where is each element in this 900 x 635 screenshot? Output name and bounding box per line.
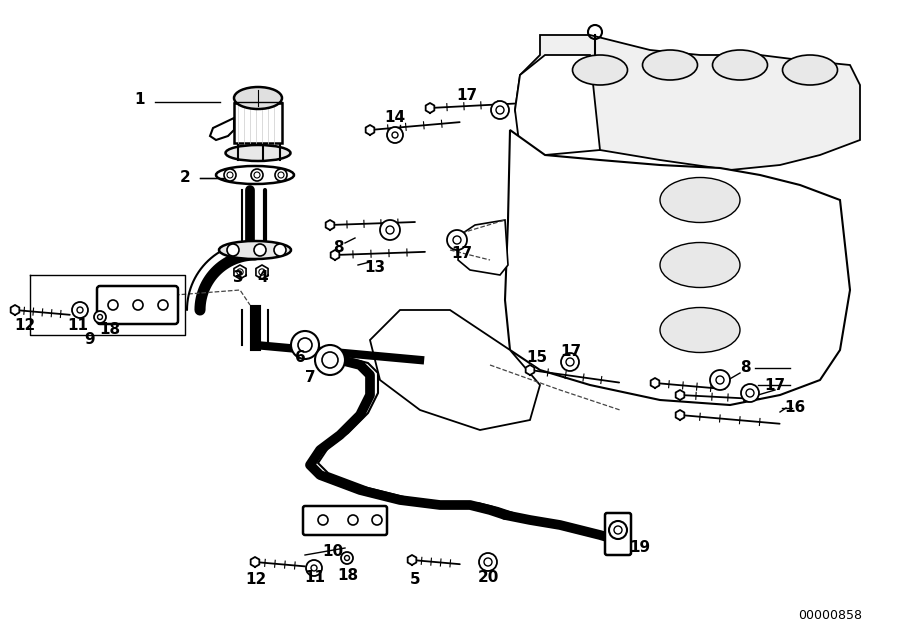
Circle shape [133,300,143,310]
Circle shape [94,311,106,323]
Text: 16: 16 [785,401,806,415]
Text: 7: 7 [305,370,315,385]
Polygon shape [330,250,339,260]
Text: 9: 9 [85,333,95,347]
Polygon shape [365,125,374,135]
Polygon shape [505,130,850,405]
Polygon shape [515,55,600,155]
Circle shape [108,300,118,310]
Polygon shape [515,35,860,170]
FancyBboxPatch shape [605,513,631,555]
Circle shape [609,521,627,539]
Ellipse shape [782,55,838,85]
Circle shape [251,169,263,181]
Polygon shape [676,390,684,400]
FancyBboxPatch shape [97,286,178,324]
Circle shape [274,244,286,256]
Text: 13: 13 [364,260,385,276]
Text: 12: 12 [14,318,36,333]
Text: 00000858: 00000858 [798,609,862,622]
Text: 4: 4 [257,271,268,286]
Ellipse shape [660,307,740,352]
Circle shape [291,331,319,359]
Polygon shape [256,265,268,279]
Text: 18: 18 [99,323,121,337]
Text: 11: 11 [68,318,88,333]
Polygon shape [210,118,234,140]
Circle shape [224,169,236,181]
Text: 3: 3 [233,271,243,286]
Circle shape [275,169,287,181]
Text: 12: 12 [246,573,266,587]
Text: 11: 11 [304,570,326,585]
Circle shape [254,244,266,256]
Circle shape [158,300,168,310]
Text: 17: 17 [764,377,786,392]
Text: 1: 1 [135,93,145,107]
Ellipse shape [713,50,768,80]
Circle shape [348,515,358,525]
Ellipse shape [234,87,282,109]
Polygon shape [408,555,417,565]
Polygon shape [326,220,334,230]
Circle shape [447,230,467,250]
Circle shape [315,345,345,375]
Polygon shape [426,103,435,113]
Ellipse shape [660,178,740,222]
Ellipse shape [216,166,294,184]
Circle shape [491,101,509,119]
Polygon shape [11,305,19,315]
Text: 15: 15 [526,351,547,366]
Bar [234,103,282,143]
Polygon shape [651,378,660,388]
Circle shape [479,553,497,571]
Polygon shape [251,557,259,567]
Ellipse shape [226,145,291,161]
Circle shape [741,384,759,402]
Polygon shape [526,365,535,375]
Text: 14: 14 [384,110,406,126]
Text: 2: 2 [180,171,191,185]
Ellipse shape [219,241,291,259]
Circle shape [227,244,239,256]
Circle shape [561,353,579,371]
Circle shape [318,515,328,525]
Polygon shape [370,310,540,430]
Circle shape [72,302,88,318]
Text: 5: 5 [410,573,420,587]
Circle shape [387,127,403,143]
Circle shape [710,370,730,390]
Text: 17: 17 [561,345,581,359]
Ellipse shape [643,50,698,80]
Text: 8: 8 [740,361,751,375]
Polygon shape [234,265,246,279]
Text: 6: 6 [294,351,305,366]
Text: 18: 18 [338,568,358,582]
Text: 17: 17 [452,246,472,260]
Circle shape [306,560,322,576]
Circle shape [372,515,382,525]
Text: 20: 20 [477,570,499,585]
Ellipse shape [660,243,740,288]
Circle shape [380,220,400,240]
Polygon shape [458,220,508,275]
Text: 10: 10 [322,544,344,559]
Text: 8: 8 [333,241,343,255]
Circle shape [341,552,353,564]
Polygon shape [676,410,684,420]
Text: 17: 17 [456,88,478,102]
Ellipse shape [572,55,627,85]
Text: 19: 19 [629,540,651,556]
FancyBboxPatch shape [303,506,387,535]
